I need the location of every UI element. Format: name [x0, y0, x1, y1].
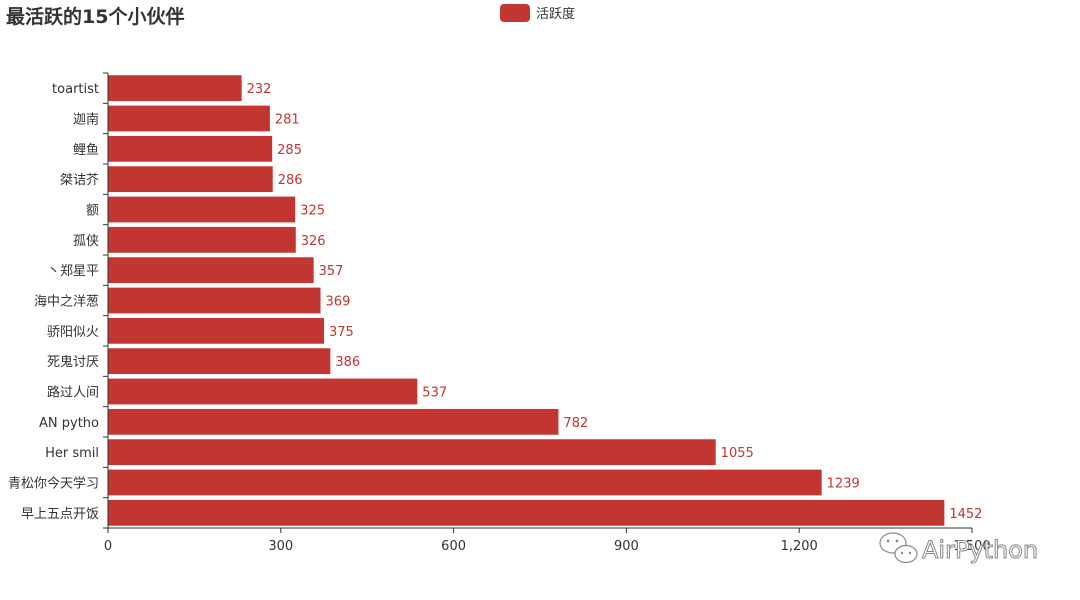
category-label: 丶郑星平 [47, 264, 99, 279]
bar[interactable] [108, 348, 331, 375]
bar-value-label: 782 [563, 416, 588, 431]
category-label: toartist [52, 82, 99, 97]
value-labels: 232 281 285 286 325 326 357 369 375 386 537 782 1055… [247, 82, 983, 522]
bar-value-label: 357 [319, 264, 344, 279]
bar[interactable] [108, 408, 559, 435]
bar[interactable] [108, 75, 242, 102]
bar-value-label: 281 [275, 113, 300, 128]
bar-value-label: 1055 [721, 446, 754, 461]
bar[interactable] [108, 166, 273, 193]
bar[interactable] [108, 378, 418, 405]
watermark-text: AirPython [922, 536, 1038, 564]
category-label: 桀诘芥 [60, 172, 99, 188]
bar[interactable] [108, 469, 822, 496]
bars [108, 75, 945, 526]
bar[interactable] [108, 105, 270, 132]
legend-swatch[interactable] [500, 4, 530, 22]
category-label: 青松你今天学习 [8, 476, 99, 492]
bar-value-label: 375 [329, 325, 354, 340]
category-label: 迦南 [73, 112, 99, 128]
bar[interactable] [108, 499, 945, 526]
category-label: 海中之洋葱 [34, 295, 99, 310]
category-label: 路过人间 [47, 385, 99, 401]
x-axis-tick-label: 600 [441, 539, 466, 554]
category-label: AN pytho [39, 416, 99, 431]
axes: 0 300 600 900 1,200 1,500 [103, 72, 991, 554]
bar-value-label: 325 [300, 204, 325, 219]
bar-value-label: 1452 [949, 507, 982, 522]
x-axis-tick-label: 1,200 [781, 539, 818, 554]
category-label: Her smil [45, 446, 99, 461]
bar[interactable] [108, 317, 325, 344]
bar[interactable] [108, 196, 296, 223]
bar[interactable] [108, 226, 296, 253]
y-axis-ticks [103, 72, 108, 529]
category-label: 死鬼讨厌 [47, 354, 99, 370]
bar-value-label: 537 [422, 386, 447, 401]
watermark: AirPython [879, 532, 1039, 565]
x-axis-tick-label: 1,500 [953, 539, 990, 554]
x-axis-tick-label: 0 [104, 539, 112, 554]
chart-title: 最活跃的15个小伙伴 [6, 5, 184, 28]
legend-label[interactable]: 活跃度 [536, 6, 575, 22]
bar-value-label: 285 [277, 143, 302, 158]
category-label: 早上五点开饭 [21, 507, 99, 522]
bar-value-label: 232 [247, 82, 272, 97]
x-axis-tick-label: 300 [268, 539, 293, 554]
bar[interactable] [108, 257, 314, 284]
bar-value-label: 1239 [827, 477, 860, 492]
bar[interactable] [108, 287, 321, 314]
bar-value-label: 286 [278, 173, 303, 188]
bar[interactable] [108, 439, 716, 466]
bar-value-label: 326 [301, 234, 326, 249]
bar-value-label: 386 [335, 355, 360, 370]
wechat-icon [879, 532, 918, 564]
bar[interactable] [108, 135, 273, 162]
x-axis-tick-label: 900 [614, 539, 639, 554]
category-label: 骄阳似火 [47, 325, 99, 340]
category-label: 额 [86, 204, 99, 219]
legend[interactable]: 活跃度 [500, 4, 575, 22]
x-axis-ticks: 0 300 600 900 1,200 1,500 [104, 528, 991, 554]
category-label: 孤侠 [73, 234, 99, 249]
plot-area: 232 281 285 286 325 326 357 369 375 386 537 782 1055… [8, 72, 991, 554]
bar-value-label: 369 [326, 295, 351, 310]
category-label: 鲤鱼 [73, 142, 99, 158]
